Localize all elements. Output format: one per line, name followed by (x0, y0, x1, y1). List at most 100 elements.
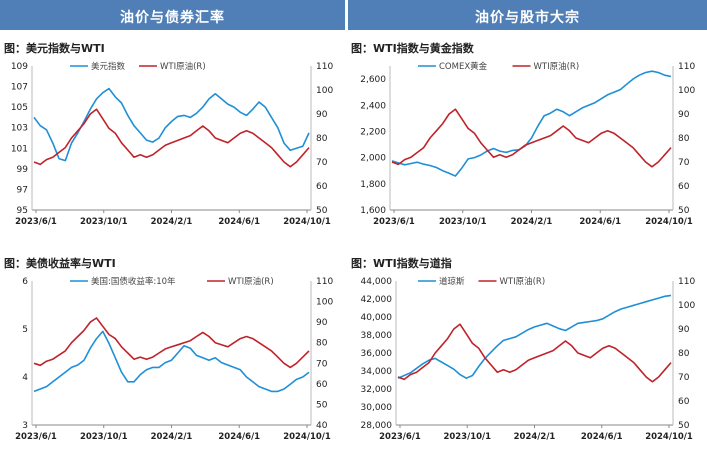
left-tick-label: 105 (11, 103, 28, 113)
left-tick-label: 103 (11, 124, 28, 134)
x-tick-label: 2024/2/1 (151, 217, 193, 227)
x-tick-label: 2024/6/1 (581, 432, 623, 442)
right-tick-label: 60 (316, 380, 328, 390)
header-right: 油价与股市大宗 (348, 6, 707, 30)
right-tick-label: 40 (316, 421, 328, 431)
left-tick-label: 3 (22, 421, 28, 431)
left-tick-label: 95 (17, 206, 28, 216)
right-tick-label: 100 (316, 86, 333, 96)
left-tick-label: 4 (22, 373, 28, 383)
left-tick-label: 40,000 (361, 313, 393, 323)
x-tick-label: 2023/6/1 (373, 217, 415, 227)
legend-label-1: WTI原油(R) (228, 276, 274, 287)
left-tick-label: 109 (11, 62, 28, 72)
right-tick-label: 90 (678, 110, 690, 120)
right-tick-label: 50 (678, 421, 690, 431)
right-tick-label: 110 (678, 277, 695, 287)
legend-label-0: 美元指数 (91, 61, 126, 72)
left-tick-label: 107 (11, 83, 28, 93)
x-tick-label: 2024/2/1 (151, 432, 193, 442)
legend-label-1: WTI原油(R) (160, 61, 206, 72)
left-tick-label: 32,000 (361, 385, 393, 395)
right-tick-label: 110 (316, 62, 333, 72)
chart-treasury-yield-wti: 3 4 5 6 40 50 60 70 80 90 100 110 2023/6/1 2023/10/1 2… (15, 276, 333, 442)
chart-wti-gold: 1,600 1,800 2,000 2,200 2,400 2,600 50 60 70 80 90… (360, 61, 695, 227)
left-tick-label: 38,000 (361, 331, 393, 341)
right-tick-label: 80 (316, 134, 328, 144)
left-tick-label: 2,000 (360, 154, 386, 164)
panel4-title: 图：WTI指数与道指 (351, 257, 452, 270)
left-tick-label: 97 (17, 185, 28, 195)
right-tick-label: 60 (316, 182, 328, 192)
x-tick-label: 2024/10/1 (283, 432, 331, 442)
panel3-title: 图：美债收益率与WTI (4, 257, 116, 270)
left-tick-label: 2,400 (360, 101, 386, 111)
left-tick-label: 28,000 (361, 421, 393, 431)
left-tick-label: 34,000 (361, 367, 393, 377)
left-tick-label: 36,000 (361, 349, 393, 359)
x-tick-label: 2024/2/1 (511, 217, 553, 227)
legend-label-0: COMEX黄金 (439, 61, 488, 72)
header-left: 油价与债券汇率 (0, 6, 345, 30)
right-tick-label: 80 (678, 349, 690, 359)
right-tick-label: 60 (678, 397, 690, 407)
header-strip (0, 0, 707, 6)
chart-wti-dow: 28,000 30,000 32,000 34,000 36,000 38,000 40,0… (361, 276, 696, 442)
right-tick-label: 100 (316, 298, 333, 308)
right-tick-label: 70 (678, 373, 690, 383)
series-line-1 (33, 317, 310, 369)
header-divider (345, 0, 348, 32)
legend-label-1: WTI原油(R) (534, 61, 580, 72)
series-line-0 (33, 87, 310, 162)
x-tick-label: 2023/10/1 (443, 432, 491, 442)
right-tick-label: 110 (316, 277, 333, 287)
right-tick-label: 50 (316, 206, 328, 216)
x-tick-label: 2024/10/1 (645, 217, 693, 227)
x-tick-label: 2024/10/1 (283, 217, 331, 227)
right-tick-label: 70 (678, 158, 690, 168)
right-tick-label: 100 (678, 86, 695, 96)
series-line-0 (397, 294, 672, 379)
chart-usd-index-wti: 95 97 99 101 103 105 107 109 50 60 70 80 90 100 110 202… (11, 61, 334, 227)
right-tick-label: 80 (316, 339, 328, 349)
left-tick-label: 6 (22, 277, 28, 287)
legend-label-0: 美国:国债收益率:10年 (91, 276, 176, 287)
right-tick-label: 80 (678, 134, 690, 144)
x-tick-label: 2023/6/1 (15, 217, 57, 227)
legend-label-1: WTI原油(R) (500, 276, 546, 287)
series-line-0 (391, 70, 672, 177)
x-tick-label: 2023/6/1 (15, 432, 57, 442)
right-tick-label: 90 (678, 325, 690, 335)
panel2-title: 图：WTI指数与黄金指数 (351, 42, 474, 55)
x-tick-label: 2023/10/1 (439, 217, 487, 227)
x-tick-label: 2024/6/1 (579, 217, 621, 227)
left-tick-label: 42,000 (361, 295, 393, 305)
x-tick-label: 2024/2/1 (514, 432, 556, 442)
series-line-1 (397, 323, 672, 383)
x-tick-label: 2024/6/1 (218, 432, 260, 442)
right-tick-label: 110 (678, 62, 695, 72)
series-line-1 (33, 108, 310, 168)
right-tick-label: 90 (316, 110, 328, 120)
x-tick-label: 2023/10/1 (80, 217, 128, 227)
panel1-title: 图：美元指数与WTI (4, 42, 105, 55)
right-tick-label: 70 (316, 359, 328, 369)
left-tick-label: 101 (11, 144, 28, 154)
series-line-0 (33, 330, 310, 393)
left-tick-label: 44,000 (361, 277, 393, 287)
right-tick-label: 50 (678, 206, 690, 216)
right-tick-label: 100 (678, 301, 695, 311)
right-tick-label: 90 (316, 318, 328, 328)
x-tick-label: 2024/6/1 (218, 217, 260, 227)
x-tick-label: 2024/10/1 (645, 432, 693, 442)
left-tick-label: 30,000 (361, 403, 393, 413)
left-tick-label: 2,600 (360, 75, 386, 85)
right-tick-label: 50 (316, 400, 328, 410)
left-tick-label: 99 (17, 165, 29, 175)
left-tick-label: 5 (22, 325, 28, 335)
x-tick-label: 2023/6/1 (379, 432, 421, 442)
x-tick-label: 2023/10/1 (80, 432, 128, 442)
legend-label-0: 道琼斯 (439, 276, 465, 287)
right-tick-label: 60 (678, 182, 690, 192)
